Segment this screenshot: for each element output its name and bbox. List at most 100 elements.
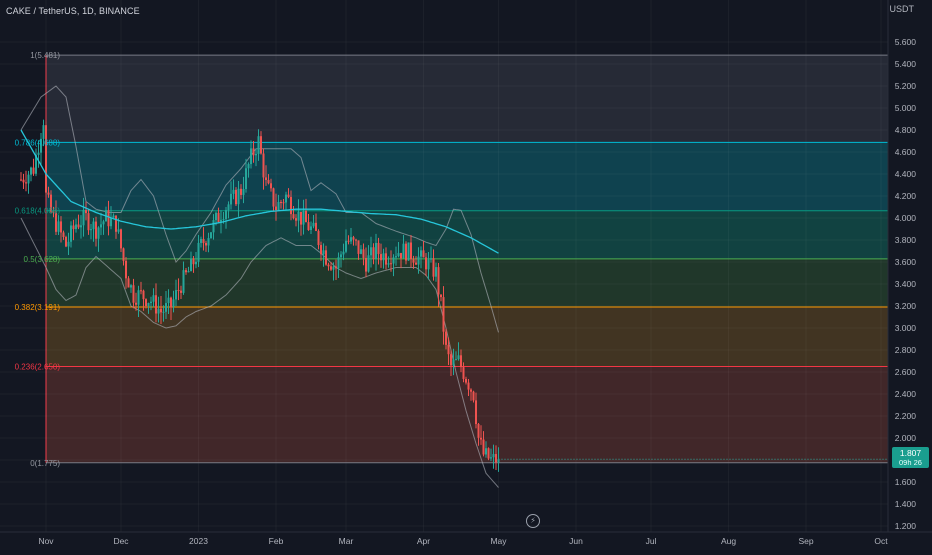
candle-body	[32, 167, 35, 174]
candle-body	[90, 229, 92, 231]
candle-body	[305, 210, 307, 223]
candle-body	[230, 193, 232, 205]
candle-body	[212, 220, 215, 233]
candle-body	[380, 254, 382, 261]
candle-body	[337, 257, 340, 269]
fib-zone	[46, 55, 888, 143]
candle-body	[302, 210, 305, 225]
candle-body	[375, 242, 377, 260]
time-tick-label: Oct	[874, 536, 888, 546]
candle-body	[30, 167, 32, 175]
candle-body	[100, 224, 102, 228]
candle-body	[122, 248, 125, 261]
price-axis: 1.2001.4001.6001.8002.0002.2002.4002.600…	[887, 0, 917, 532]
candle-body	[127, 278, 130, 288]
bollinger-upper	[20, 85, 499, 333]
candle-body	[382, 253, 385, 261]
candle-body	[465, 378, 467, 383]
candle-body	[237, 188, 240, 205]
candle-body	[447, 344, 450, 355]
candle-body	[65, 236, 67, 247]
fib-zone	[46, 306, 888, 367]
candle-body	[272, 188, 275, 207]
price-tick-label: 4.200	[895, 191, 917, 201]
candle-body	[125, 260, 127, 279]
last-price-value: 1.807	[899, 448, 922, 458]
candle-body	[245, 168, 247, 189]
price-tick-label: 2.000	[895, 433, 917, 443]
candle-body	[147, 303, 150, 307]
candle-body	[387, 263, 390, 265]
candle-body	[480, 437, 482, 440]
candle-body	[350, 237, 352, 242]
candle-body	[132, 285, 135, 303]
candle-body	[42, 125, 45, 139]
candle-body	[250, 148, 252, 165]
candle-body	[25, 182, 27, 184]
candle-body	[107, 210, 110, 227]
candle-body	[102, 221, 105, 225]
candle-body	[225, 210, 227, 220]
candle-body	[405, 243, 407, 261]
candle-body	[290, 196, 292, 215]
candle-body	[492, 454, 495, 458]
candle-body	[62, 232, 65, 237]
candle-body	[407, 242, 410, 261]
lightning-icon[interactable]: ⚡	[526, 514, 540, 528]
candle-body	[72, 225, 75, 230]
candle-body	[287, 194, 290, 197]
candle-body	[117, 229, 120, 232]
candle-body	[457, 355, 460, 360]
time-tick-label: May	[490, 536, 507, 546]
candle-body	[275, 206, 277, 211]
candle-body	[155, 295, 157, 314]
candle-body	[110, 217, 112, 227]
candle-body	[475, 400, 477, 425]
candle-body	[75, 224, 77, 230]
time-tick-label: Aug	[721, 536, 736, 546]
candle-body	[330, 266, 332, 270]
fib-label: 0.786(4.688)	[15, 138, 61, 147]
candle-body	[440, 294, 442, 298]
candle-body	[415, 262, 417, 265]
candle-body	[57, 221, 60, 232]
candle-body	[497, 459, 500, 463]
candle-body	[112, 215, 115, 218]
price-tick-label: 4.800	[895, 125, 917, 135]
candle-body	[267, 179, 270, 184]
candle-body	[160, 308, 162, 313]
candle-body	[445, 331, 447, 345]
candle-body	[325, 250, 327, 265]
candle-body	[315, 222, 317, 231]
candle-body	[45, 125, 47, 193]
price-tick-label: 2.800	[895, 345, 917, 355]
time-tick-label: 2023	[189, 536, 208, 546]
candle-body	[322, 250, 325, 255]
time-tick-label: Apr	[417, 536, 430, 546]
candle-body	[152, 295, 155, 302]
candle-body	[495, 454, 497, 463]
time-axis: Nov Dec 2023 Feb Mar Apr May Jun Jul Aug Sep Oct	[0, 531, 932, 546]
candle-body	[47, 192, 50, 195]
candle-body	[295, 218, 297, 221]
candle-body	[217, 212, 220, 223]
time-tick-label: Feb	[269, 536, 284, 546]
candle-body	[452, 359, 455, 366]
candle-body	[175, 290, 177, 300]
candle-body	[377, 242, 380, 255]
candle-body	[242, 188, 245, 195]
candle-body	[40, 138, 42, 153]
candle-body	[120, 229, 122, 249]
candle-body	[392, 257, 395, 264]
candle-body	[285, 194, 287, 203]
candle-body	[190, 258, 192, 272]
candle-body	[437, 267, 440, 295]
candle-body	[260, 136, 262, 154]
candle-body	[487, 448, 490, 459]
price-tick-label: 4.600	[895, 147, 917, 157]
candle-body	[80, 225, 82, 228]
candle-body	[52, 211, 55, 213]
candle-body	[35, 154, 37, 174]
